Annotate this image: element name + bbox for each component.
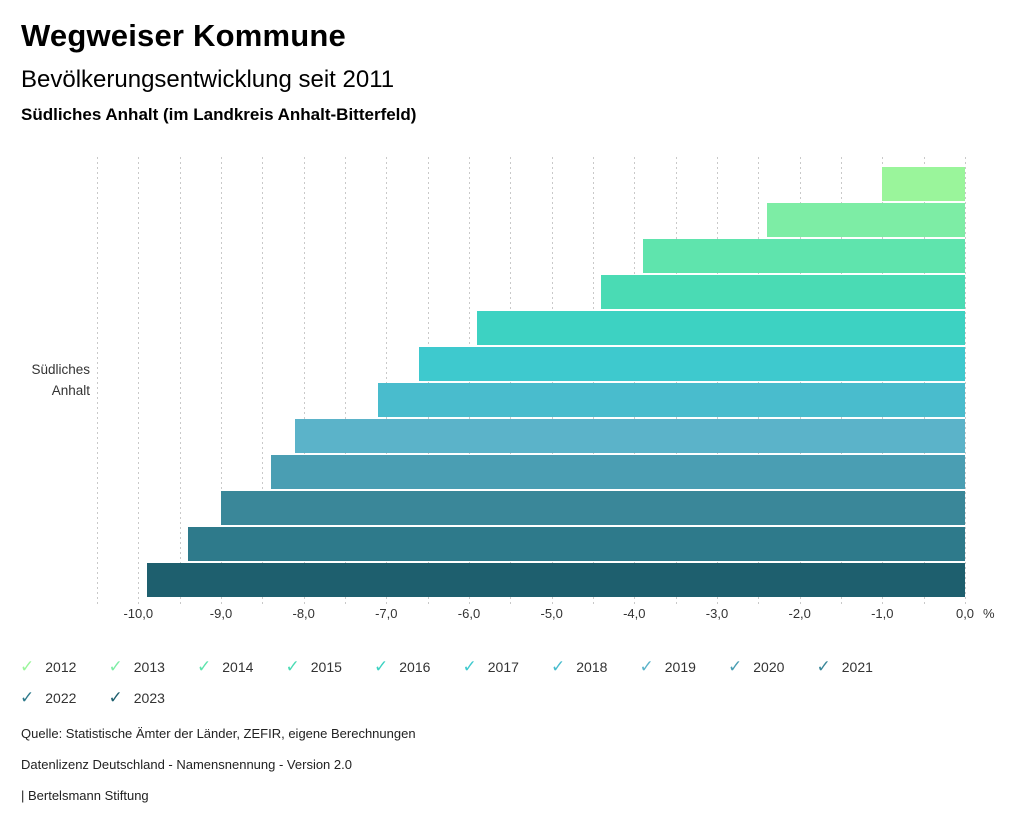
region-subtitle: Südliches Anhalt (im Landkreis Anhalt-Bi… (21, 105, 417, 124)
bar-2023[interactable] (146, 563, 965, 597)
gridline (799, 157, 801, 606)
bars (97, 167, 965, 597)
header: Wegweiser Kommune Bevölkerungsentwicklun… (21, 18, 416, 125)
gridline (221, 157, 222, 606)
bar-2021[interactable] (221, 491, 965, 525)
check-icon: ✓ (816, 657, 831, 676)
legend-label: 2022 (45, 690, 77, 706)
gridline (386, 157, 388, 606)
legend-item-2020[interactable]: ✓ 2020 (728, 657, 817, 677)
legend-item-2019[interactable]: ✓ 2019 (640, 657, 729, 677)
check-icon: ✓ (374, 657, 389, 676)
x-tick-label: -10,0 (123, 606, 154, 621)
gridline (923, 157, 925, 606)
legend-label: 2019 (664, 659, 696, 675)
gridline (841, 157, 842, 606)
gridline (758, 157, 760, 606)
bar-2012[interactable] (882, 167, 965, 201)
legend-item-2022[interactable]: ✓ 2022 (20, 688, 109, 708)
legend-item-2013[interactable]: ✓ 2013 (109, 657, 198, 677)
legend-label: 2013 (133, 659, 165, 675)
legend-item-2015[interactable]: ✓ 2015 (286, 657, 375, 677)
gridline (427, 157, 429, 606)
bar-2020[interactable] (270, 455, 965, 489)
x-tick-label: -1,0 (871, 606, 894, 621)
x-tick-label: -2,0 (788, 606, 811, 621)
bar-2013[interactable] (766, 203, 965, 237)
x-tick-label: -6,0 (457, 606, 481, 621)
gridline (138, 157, 140, 606)
legend-label: 2020 (753, 659, 785, 675)
gridline (882, 157, 884, 606)
attribution-note: | Bertelsmann Stiftung (21, 788, 149, 803)
check-icon: ✓ (551, 657, 566, 676)
check-icon: ✓ (462, 657, 477, 676)
bar-2018[interactable] (378, 383, 965, 417)
gridline (717, 157, 718, 606)
footer: Quelle: Statistische Ämter der Länder, Z… (21, 727, 416, 820)
bar-2014[interactable] (642, 239, 965, 273)
legend-label: 2012 (45, 659, 77, 675)
check-icon: ✓ (20, 688, 35, 707)
legend-label: 2023 (133, 690, 165, 706)
legend-label: 2015 (310, 659, 342, 675)
x-axis-unit-label: % (983, 606, 995, 621)
x-tick-label: -4,0 (623, 606, 646, 621)
gridline (510, 157, 512, 606)
x-axis: % -10,0 -9,0 -8,0 -7,0 -6,0 -5,0 -4,0 -3,0 -2,0 -… (97, 606, 994, 626)
legend-label: 2021 (841, 659, 873, 675)
chart-title: Bevölkerungsentwicklung seit 2011 (21, 66, 395, 93)
gridline (179, 157, 181, 606)
gridline (551, 157, 553, 606)
bar-2022[interactable] (187, 527, 965, 561)
bar-2017[interactable] (419, 347, 965, 381)
x-tick-label: -5,0 (540, 606, 563, 621)
x-tick-label: -9,0 (209, 606, 233, 621)
legend-row-2: ✓ 2022 ✓ 2023 (20, 688, 905, 708)
check-icon: ✓ (728, 657, 743, 676)
x-tick-label: -8,0 (292, 606, 315, 621)
legend-item-2023[interactable]: ✓ 2023 (109, 688, 198, 708)
legend-item-2016[interactable]: ✓ 2016 (374, 657, 463, 677)
legend-item-2017[interactable]: ✓ 2017 (463, 657, 552, 677)
bar-2015[interactable] (601, 275, 965, 309)
bar-2016[interactable] (477, 311, 965, 345)
gridline (262, 157, 264, 606)
legend-row-1: ✓ 2012 ✓ 2013 ✓ 2014 ✓ 2015 ✓ 2016 ✓ 2017 ✓ 2018 ✓ 2019… (20, 657, 905, 677)
check-icon: ✓ (108, 657, 123, 676)
x-tick-label: 0,0 (955, 606, 975, 621)
legend-label: 2017 (487, 659, 519, 675)
plot-area (97, 157, 966, 606)
legend-item-2012[interactable]: ✓ 2012 (20, 657, 109, 677)
gridline (469, 157, 470, 606)
gridline (97, 157, 98, 606)
y-category-label: Südliches Anhalt (31, 362, 90, 398)
x-tick-label: -7,0 (375, 606, 398, 621)
gridline (965, 157, 966, 606)
bar-2019[interactable] (295, 419, 965, 453)
page-title: Wegweiser Kommune (21, 18, 346, 53)
check-icon: ✓ (197, 657, 212, 676)
gridline (345, 157, 346, 606)
check-icon: ✓ (639, 657, 654, 676)
gridline (303, 157, 305, 606)
legend: ✓ 2012 ✓ 2013 ✓ 2014 ✓ 2015 ✓ 2016 ✓ 2017 ✓ 2018 ✓ 2019… (20, 657, 905, 719)
gridline (675, 157, 677, 606)
legend-item-2021[interactable]: ✓ 2021 (817, 657, 906, 677)
legend-label: 2018 (576, 659, 608, 675)
legend-item-2014[interactable]: ✓ 2014 (197, 657, 286, 677)
gridline (634, 157, 636, 606)
x-tick-label: -3,0 (705, 606, 729, 621)
license-note: Datenlizenz Deutschland - Namensnennung … (21, 757, 352, 772)
legend-label: 2016 (399, 659, 431, 675)
gridline (593, 157, 594, 606)
check-icon: ✓ (108, 688, 123, 707)
check-icon: ✓ (285, 657, 300, 676)
legend-label: 2014 (222, 659, 254, 675)
source-note: Quelle: Statistische Ämter der Länder, Z… (21, 726, 416, 741)
check-icon: ✓ (20, 657, 35, 676)
legend-item-2018[interactable]: ✓ 2018 (551, 657, 640, 677)
